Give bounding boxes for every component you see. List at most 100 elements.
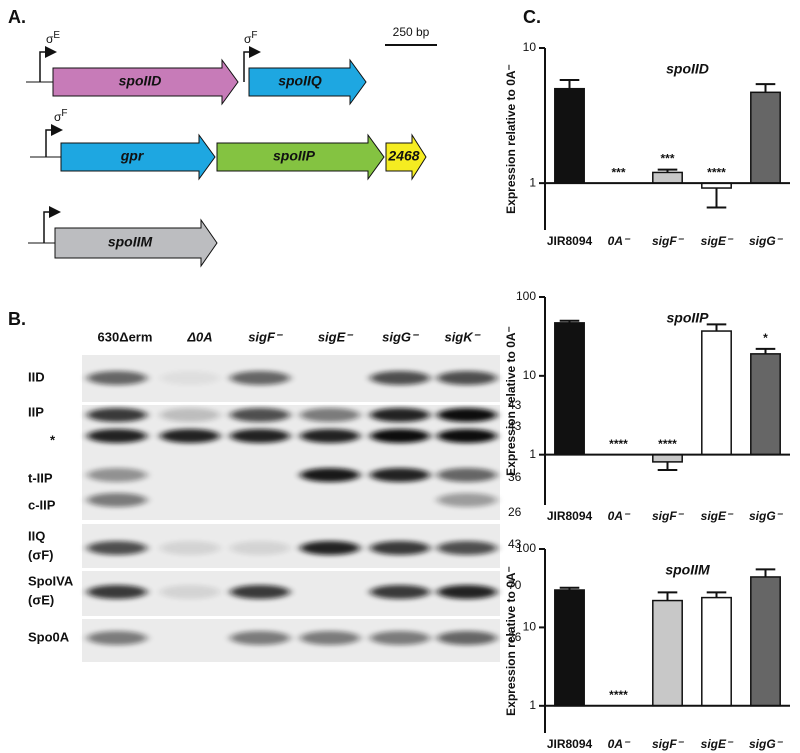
row-label: * [50, 432, 56, 447]
band [300, 541, 360, 555]
scale-label: 250 bp [393, 25, 430, 39]
band [370, 541, 430, 555]
band [437, 541, 497, 555]
band [370, 468, 430, 482]
y-axis-label: Expression relative to 0A⁻ [504, 566, 518, 716]
sigma-sub: F [61, 108, 67, 119]
band [230, 585, 290, 599]
band [160, 371, 220, 385]
bar [750, 353, 781, 456]
band [370, 631, 430, 645]
promoter-arrow [39, 46, 57, 82]
band [160, 541, 220, 555]
lane-label: sigK⁻ [444, 329, 481, 344]
band [230, 631, 290, 645]
mw-label: 70 [508, 578, 522, 592]
band [300, 468, 360, 482]
band [230, 429, 290, 443]
row-label: Spo0A [28, 629, 70, 644]
y-tick-label: 1 [529, 698, 536, 712]
x-tick-label: JIR8094 [547, 234, 593, 248]
band [437, 493, 497, 507]
band [230, 408, 290, 422]
band [300, 429, 360, 443]
row-label: SpoIVA [28, 573, 74, 588]
gene-label: spoIIM [108, 234, 153, 250]
x-tick-label: sigF⁻ [652, 234, 685, 248]
band [160, 585, 220, 599]
sigma-sub: E [53, 30, 60, 41]
bar [701, 330, 732, 456]
gene-label: spoIIQ [278, 73, 322, 89]
row-label: IIQ [28, 528, 45, 543]
y-tick-label: 10 [523, 40, 537, 54]
lane-label: 630Δerm [98, 329, 153, 344]
y-tick-label: 10 [523, 620, 537, 634]
blot-strip [82, 524, 500, 568]
band [87, 468, 147, 482]
mw-label: 43 [508, 537, 522, 551]
gene-arrow [216, 133, 385, 181]
lane-label: sigG⁻ [382, 329, 420, 344]
panel-label: C. [523, 7, 541, 27]
significance: *** [611, 165, 625, 179]
band [87, 585, 147, 599]
significance: **** [609, 688, 628, 702]
row-label: IIP [28, 404, 44, 419]
x-tick-label: sigF⁻ [652, 737, 685, 751]
sigma: σ [54, 110, 62, 124]
x-tick-label: sigE⁻ [701, 234, 734, 248]
band [437, 408, 497, 422]
blot-strip [82, 619, 500, 662]
y-tick-label: 100 [516, 289, 536, 303]
x-tick-label: sigE⁻ [701, 509, 734, 523]
gene-label: spoIID [119, 73, 162, 89]
x-tick-label: 0A⁻ [608, 737, 631, 751]
y-tick-label: 100 [516, 541, 536, 555]
lane-label: sigF⁻ [248, 329, 284, 344]
mw-label: 26 [508, 630, 522, 644]
x-tick-label: sigG⁻ [749, 737, 784, 751]
mw-label: 26 [508, 505, 522, 519]
band [437, 585, 497, 599]
band [370, 429, 430, 443]
x-tick-label: JIR8094 [547, 509, 593, 523]
mw-label: 43 [508, 398, 522, 412]
gene-arrow [248, 58, 367, 106]
band [437, 468, 497, 482]
mw-label: 36 [508, 470, 522, 484]
band [437, 631, 497, 645]
band [87, 371, 147, 385]
row-label: IID [28, 369, 45, 384]
promoter-arrow [243, 46, 261, 82]
row-label: t-IIP [28, 470, 53, 485]
band [370, 371, 430, 385]
chart-title: spoIID [666, 61, 709, 77]
promoter-label: σE [46, 30, 60, 47]
x-tick-label: JIR8094 [547, 737, 593, 751]
band [300, 631, 360, 645]
sigma: σ [46, 32, 54, 46]
band [160, 429, 220, 443]
significance: **** [707, 165, 726, 179]
chart-title: spoIIM [665, 562, 710, 578]
blot-strip [82, 355, 500, 402]
row-label: (σE) [28, 592, 54, 607]
band [87, 493, 147, 507]
gene-arrow [52, 58, 239, 106]
gene-arrow [60, 133, 216, 181]
chart-title: spoIIP [666, 310, 709, 326]
mw-label: 43 [508, 419, 522, 433]
y-tick-label: 1 [529, 447, 536, 461]
bar [652, 171, 683, 184]
gene-arrow [54, 218, 218, 268]
promoter-label: σF [244, 30, 258, 47]
band [370, 408, 430, 422]
gene-arrow [385, 133, 427, 181]
band [160, 408, 220, 422]
lane-label: sigE⁻ [318, 329, 354, 344]
panel-b: B. 630Δerm Δ0A sigF⁻ sigE⁻ sigG⁻ sigK⁻ IID IIP *… [8, 309, 522, 662]
bar [554, 589, 585, 707]
panel-label: A. [8, 7, 26, 27]
